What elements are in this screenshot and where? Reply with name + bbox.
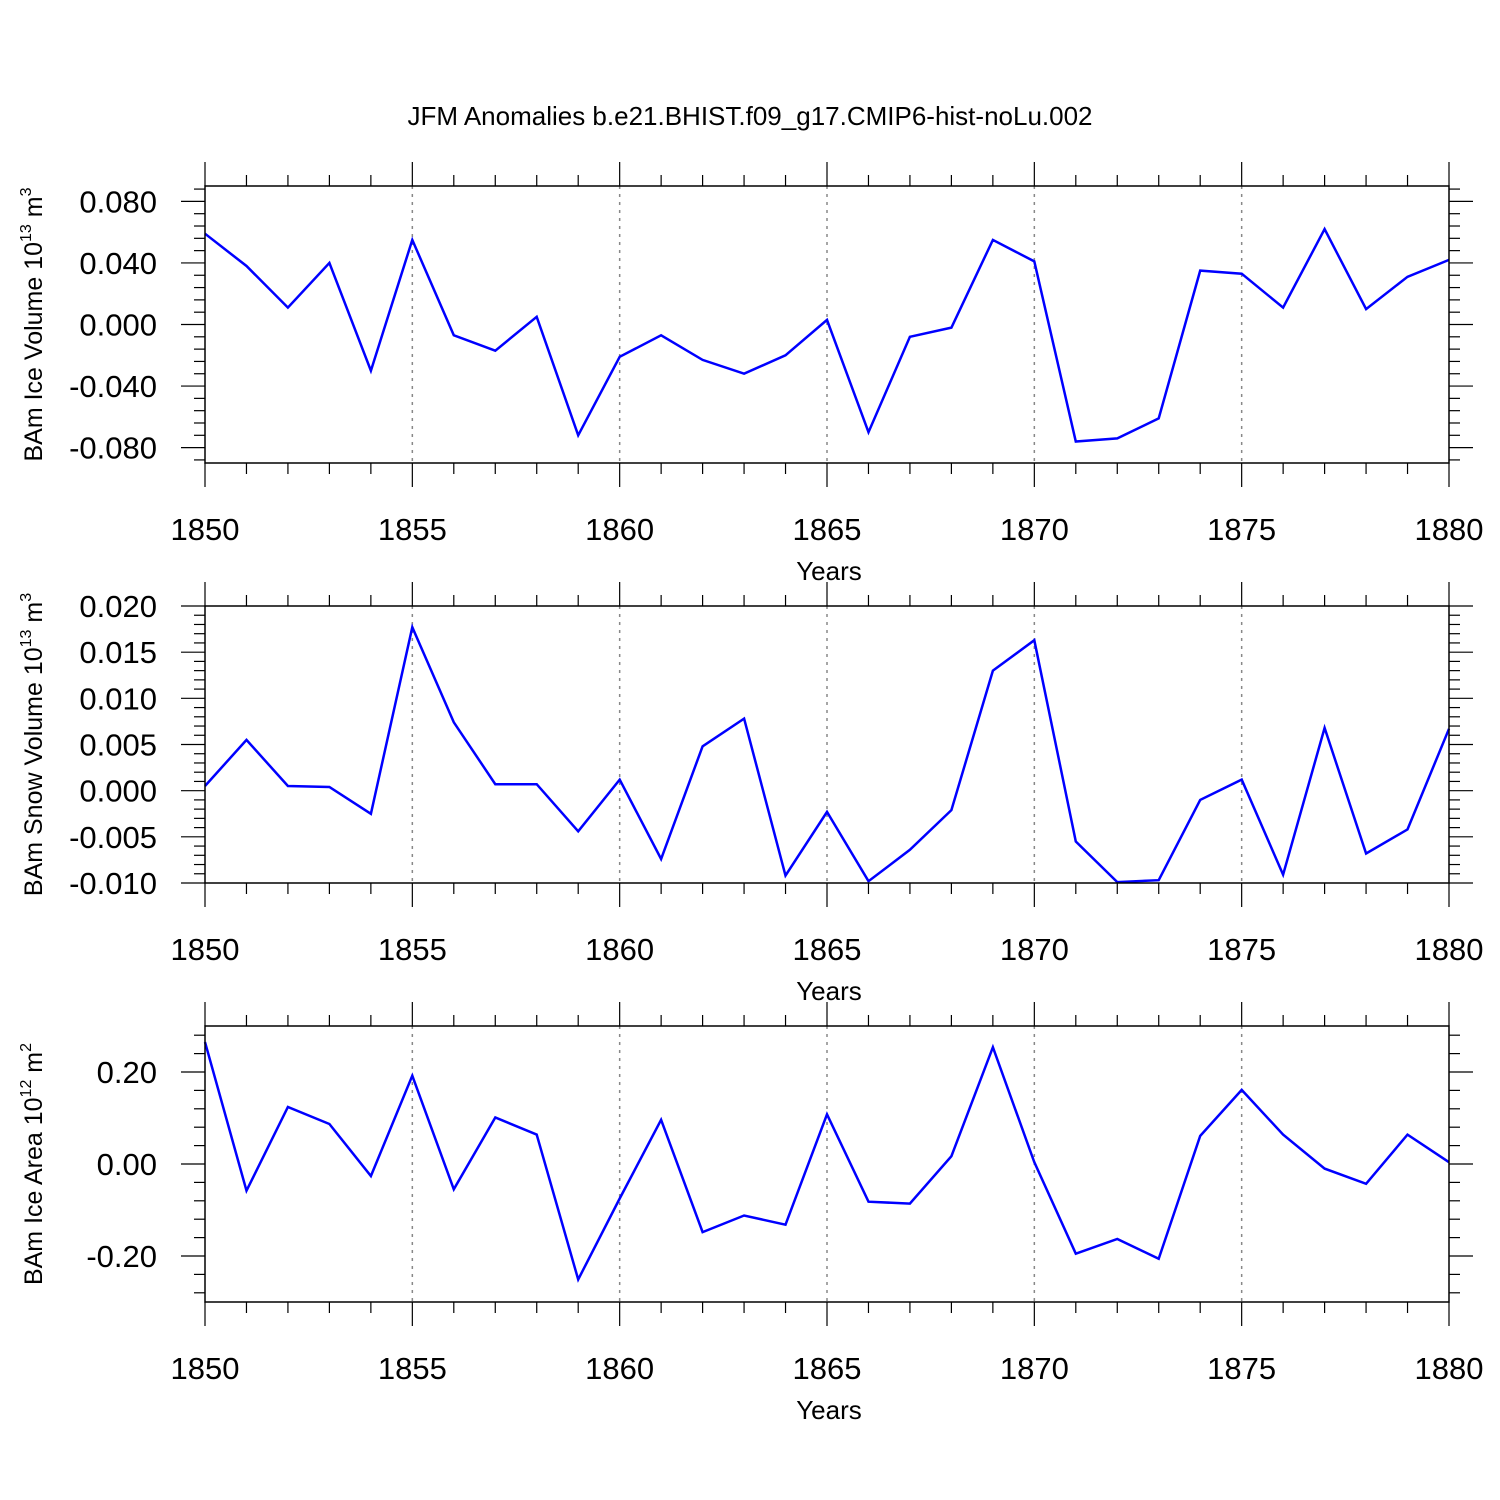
panels: -0.080 -0.040 0.000 0.040 0.080 1850 1855 1860 1… — [18, 162, 1483, 1425]
x-tick-label: 1855 — [378, 1351, 447, 1386]
x-tick-label: 1855 — [378, 512, 447, 547]
y-tick-label: 0.015 — [79, 635, 157, 670]
series-line — [204, 623, 1451, 884]
y-tick-label: -0.080 — [69, 431, 157, 466]
x-tick-label: 1870 — [1000, 512, 1069, 547]
y-axis-label: BAm Ice Volume 1013 m3 — [18, 187, 48, 461]
y-axis-label-text: BAm Snow Volume 10 — [20, 647, 48, 896]
x-tick-label: 1875 — [1207, 932, 1276, 967]
chart-panel-1: -0.080 -0.040 0.000 0.040 0.080 1850 1855 1860 1… — [18, 162, 1483, 586]
chart-panel-3: -0.20 0.00 0.20 1850 1855 1860 1865 1870 1875 188… — [18, 1002, 1483, 1425]
y-axis-label: BAm Ice Area 1012 m2 — [18, 1043, 48, 1285]
y-tick-label: 0.020 — [79, 589, 157, 624]
y-axis-label: BAm Snow Volume 1013 m3 — [18, 593, 48, 896]
x-tick-label: 1850 — [171, 932, 240, 967]
y-axis-label-unit-exponent: 3 — [18, 593, 35, 602]
y-axis-label-unit-exponent: 3 — [18, 187, 35, 196]
y-tick-label: -0.005 — [69, 820, 157, 855]
y-axis-label-unit-exponent: 2 — [18, 1043, 35, 1052]
y-tick-label: -0.20 — [86, 1239, 157, 1274]
y-axis-label-text: BAm Ice Volume 10 — [20, 242, 48, 462]
x-tick-label: 1870 — [1000, 932, 1069, 967]
x-tick-label: 1865 — [793, 932, 862, 967]
y-axis-label-unit: m — [20, 1052, 48, 1080]
series-line — [203, 1041, 1450, 1283]
x-tick-label: 1850 — [171, 512, 240, 547]
x-axis-label: Years — [796, 976, 862, 1006]
series-line — [204, 226, 1450, 443]
y-tick-label: 0.040 — [79, 246, 157, 281]
x-tick-label: 1855 — [378, 932, 447, 967]
x-tick-label: 1865 — [793, 512, 862, 547]
x-tick-label: 1850 — [171, 1351, 240, 1386]
x-tick-label: 1875 — [1207, 1351, 1276, 1386]
y-tick-label: 0.00 — [97, 1147, 157, 1182]
y-axis-label-exponent: 12 — [18, 1080, 35, 1098]
x-tick-label: 1880 — [1415, 1351, 1484, 1386]
x-axis-label: Years — [796, 1395, 862, 1425]
y-tick-label: 0.000 — [79, 774, 157, 809]
y-tick-label: 0.005 — [79, 728, 157, 763]
y-tick-label: 0.20 — [97, 1055, 157, 1090]
y-tick-label: 0.000 — [79, 308, 157, 343]
chart-title: JFM Anomalies b.e21.BHIST.f09_g17.CMIP6-… — [407, 101, 1092, 131]
y-tick-label: 0.080 — [79, 184, 157, 219]
x-tick-label: 1860 — [585, 932, 654, 967]
y-axis-label-unit: m — [20, 602, 48, 630]
x-tick-label: 1875 — [1207, 512, 1276, 547]
y-axis-label-exponent: 13 — [18, 224, 35, 242]
y-axis-label-exponent: 13 — [18, 629, 35, 647]
x-tick-label: 1860 — [585, 512, 654, 547]
x-tick-label: 1880 — [1415, 512, 1484, 547]
y-tick-label: -0.040 — [69, 369, 157, 404]
x-tick-label: 1860 — [585, 1351, 654, 1386]
y-tick-label: -0.010 — [69, 866, 157, 901]
x-tick-label: 1880 — [1415, 932, 1484, 967]
y-axis-label-text: BAm Ice Area 10 — [20, 1097, 48, 1285]
x-tick-label: 1870 — [1000, 1351, 1069, 1386]
chart-panel-2: -0.010 -0.005 0.000 0.005 0.010 0.015 0.020 185… — [18, 582, 1483, 1006]
x-tick-label: 1865 — [793, 1351, 862, 1386]
y-tick-label: 0.010 — [79, 681, 157, 716]
y-axis-label-unit: m — [20, 196, 48, 224]
x-axis-label: Years — [796, 556, 862, 586]
